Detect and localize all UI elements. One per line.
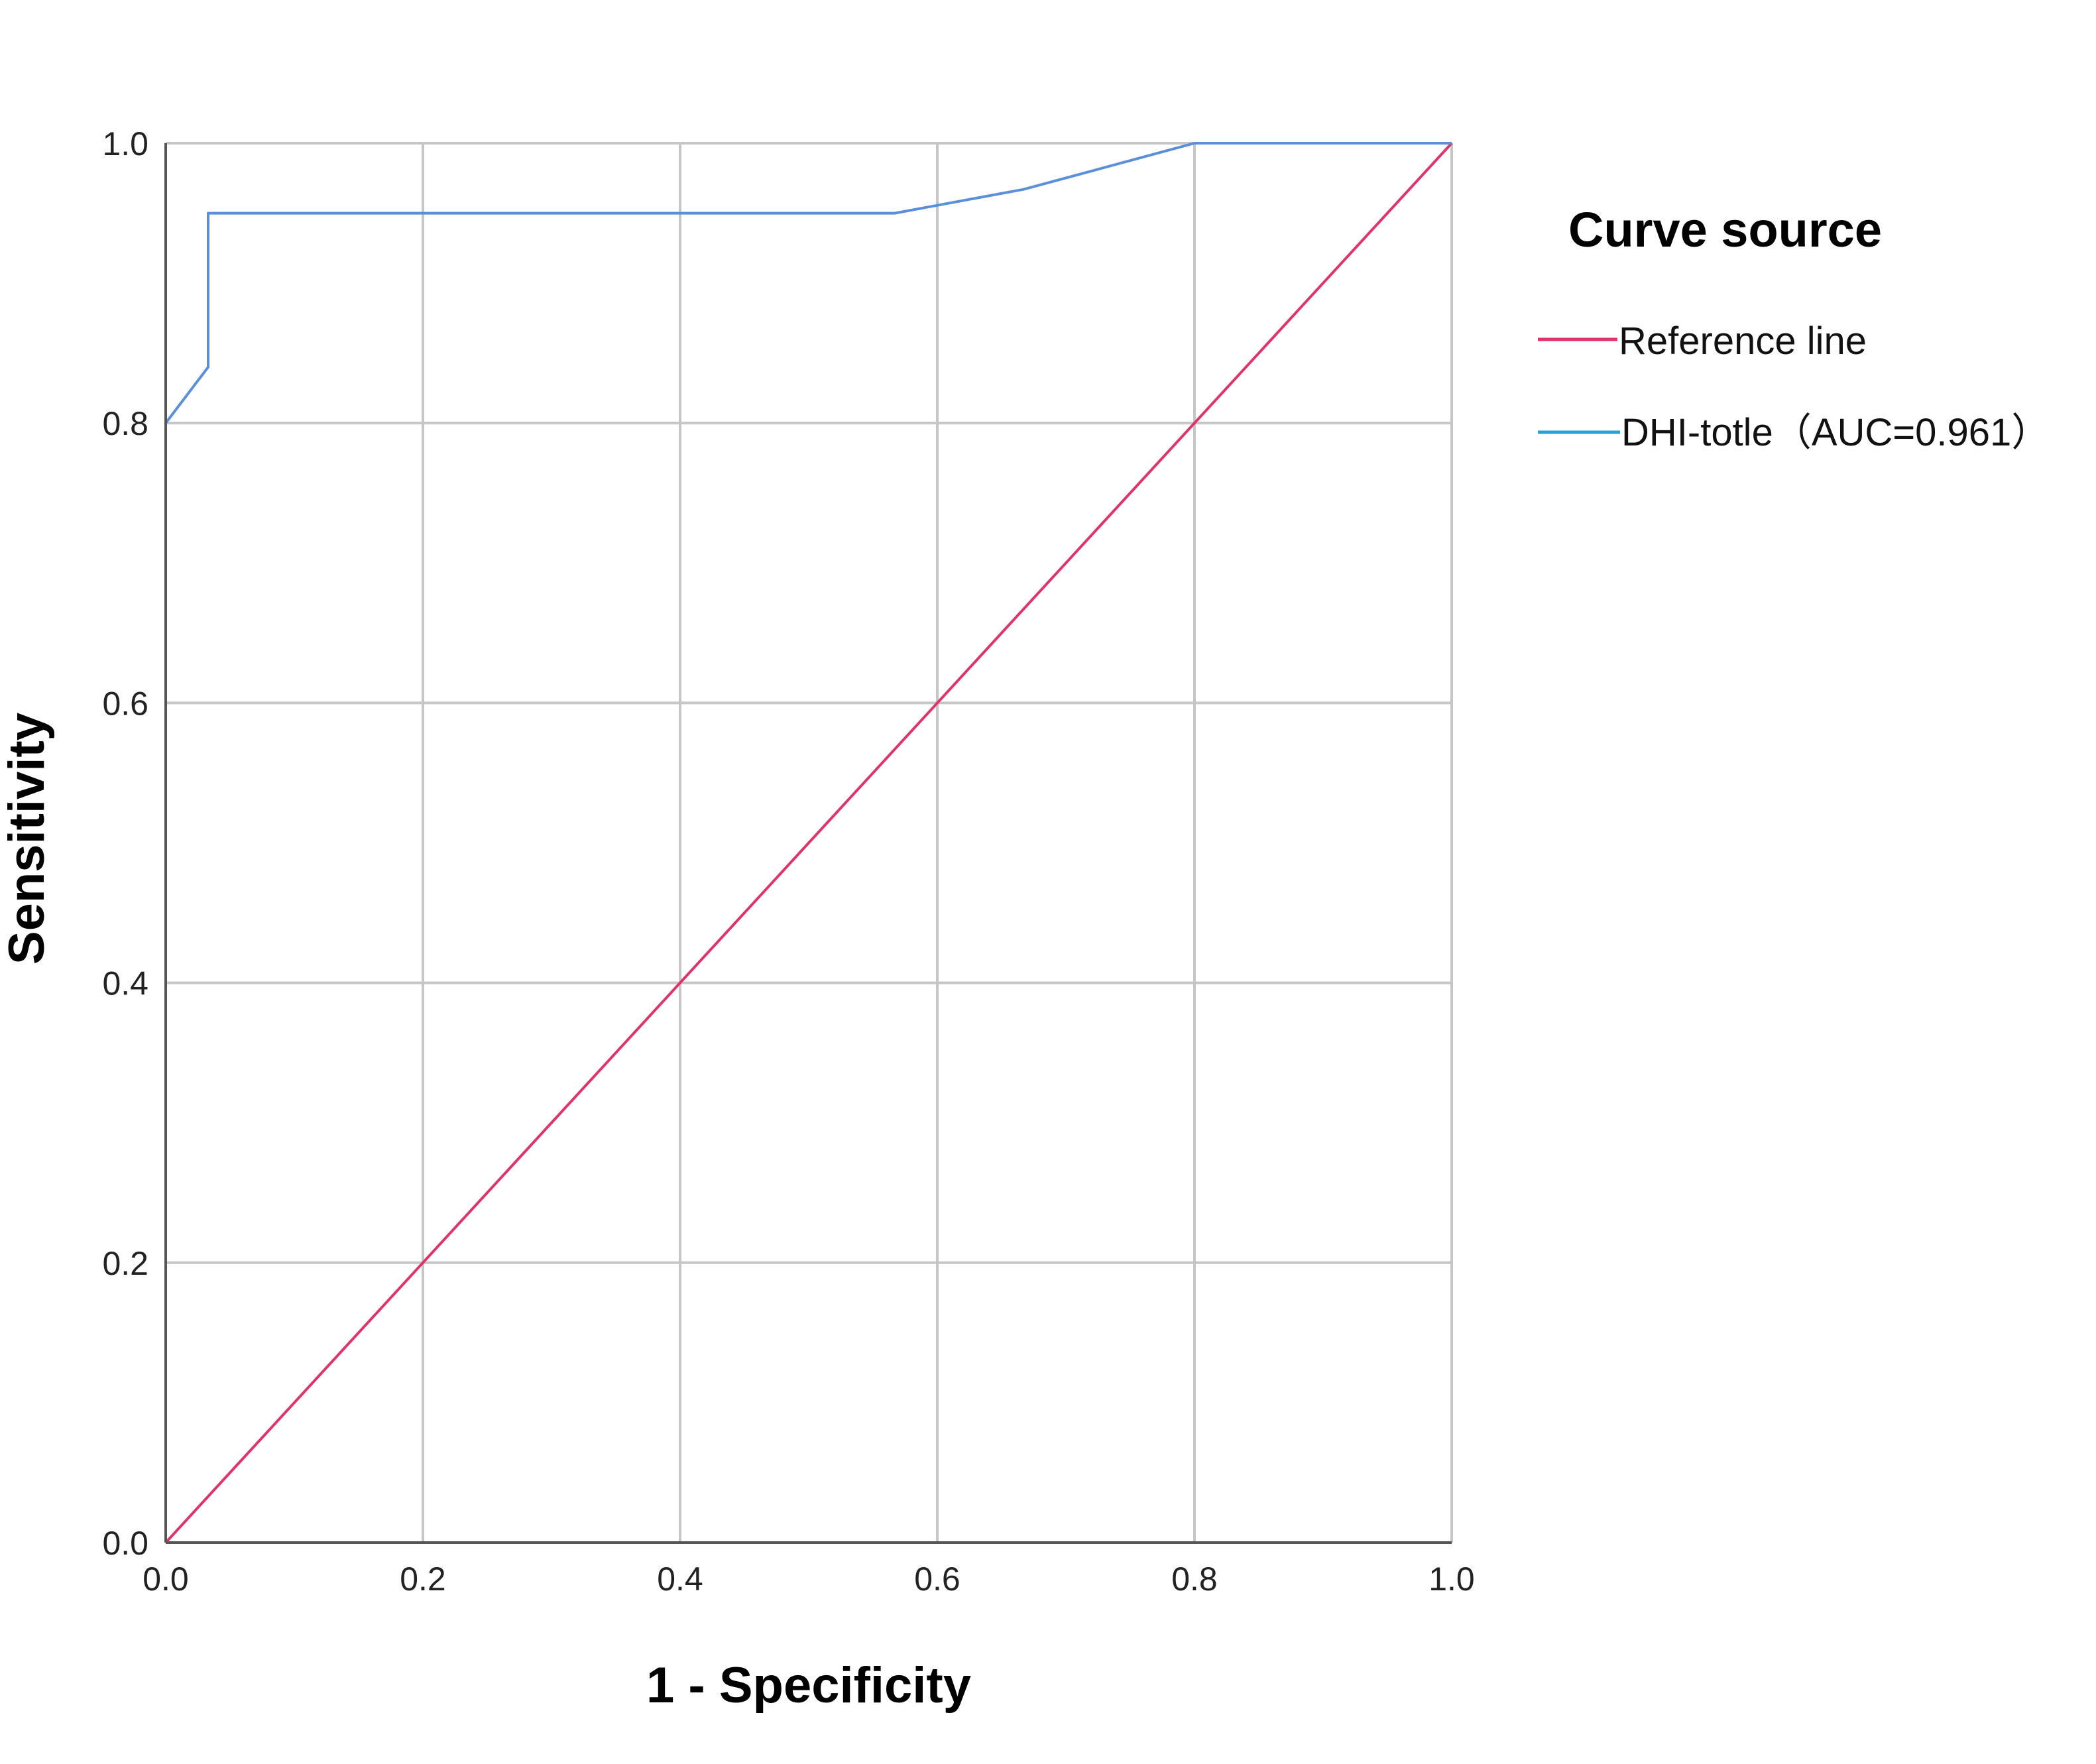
- series-reference-line: [164, 142, 1453, 1544]
- y-tick-label: 0.6: [102, 685, 148, 722]
- legend-title: Curve source: [1568, 202, 1882, 257]
- y-axis-title: Sensitivity: [0, 713, 55, 965]
- y-tick-label: 0.0: [102, 1525, 148, 1562]
- x-axis-title: 1 - Specificity: [646, 1657, 971, 1714]
- legend-label-dhi-totle: DHI-totle（AUC=0.961）: [1621, 411, 2050, 454]
- legend-label-reference-line: Reference line: [1619, 320, 1867, 363]
- x-tick-label: 1.0: [1428, 1560, 1475, 1598]
- grid-lines: [166, 142, 1453, 1543]
- y-tick-label: 0.8: [102, 405, 148, 442]
- x-tick-label: 0.4: [657, 1560, 703, 1598]
- x-tick-label: 0.8: [1171, 1560, 1218, 1598]
- y-tick-label: 1.0: [102, 125, 148, 162]
- axes: [164, 143, 1452, 1544]
- series-layer: [164, 142, 1453, 1544]
- y-tick-label: 0.2: [102, 1245, 148, 1282]
- x-tick-label: 0.0: [143, 1560, 189, 1598]
- x-tick-label: 0.6: [914, 1560, 961, 1598]
- x-tick-label: 0.2: [400, 1560, 446, 1598]
- y-tick-label: 0.4: [102, 965, 148, 1002]
- y-tick-labels: 0.0 0.2 0.4 0.6 0.8 1.0: [102, 125, 148, 1562]
- x-tick-labels: 0.0 0.2 0.4 0.6 0.8 1.0: [143, 1560, 1475, 1598]
- legend: Curve source Reference line DHI-totle（AU…: [1538, 202, 2050, 454]
- series-dhi-totle-curve: [164, 142, 1452, 1543]
